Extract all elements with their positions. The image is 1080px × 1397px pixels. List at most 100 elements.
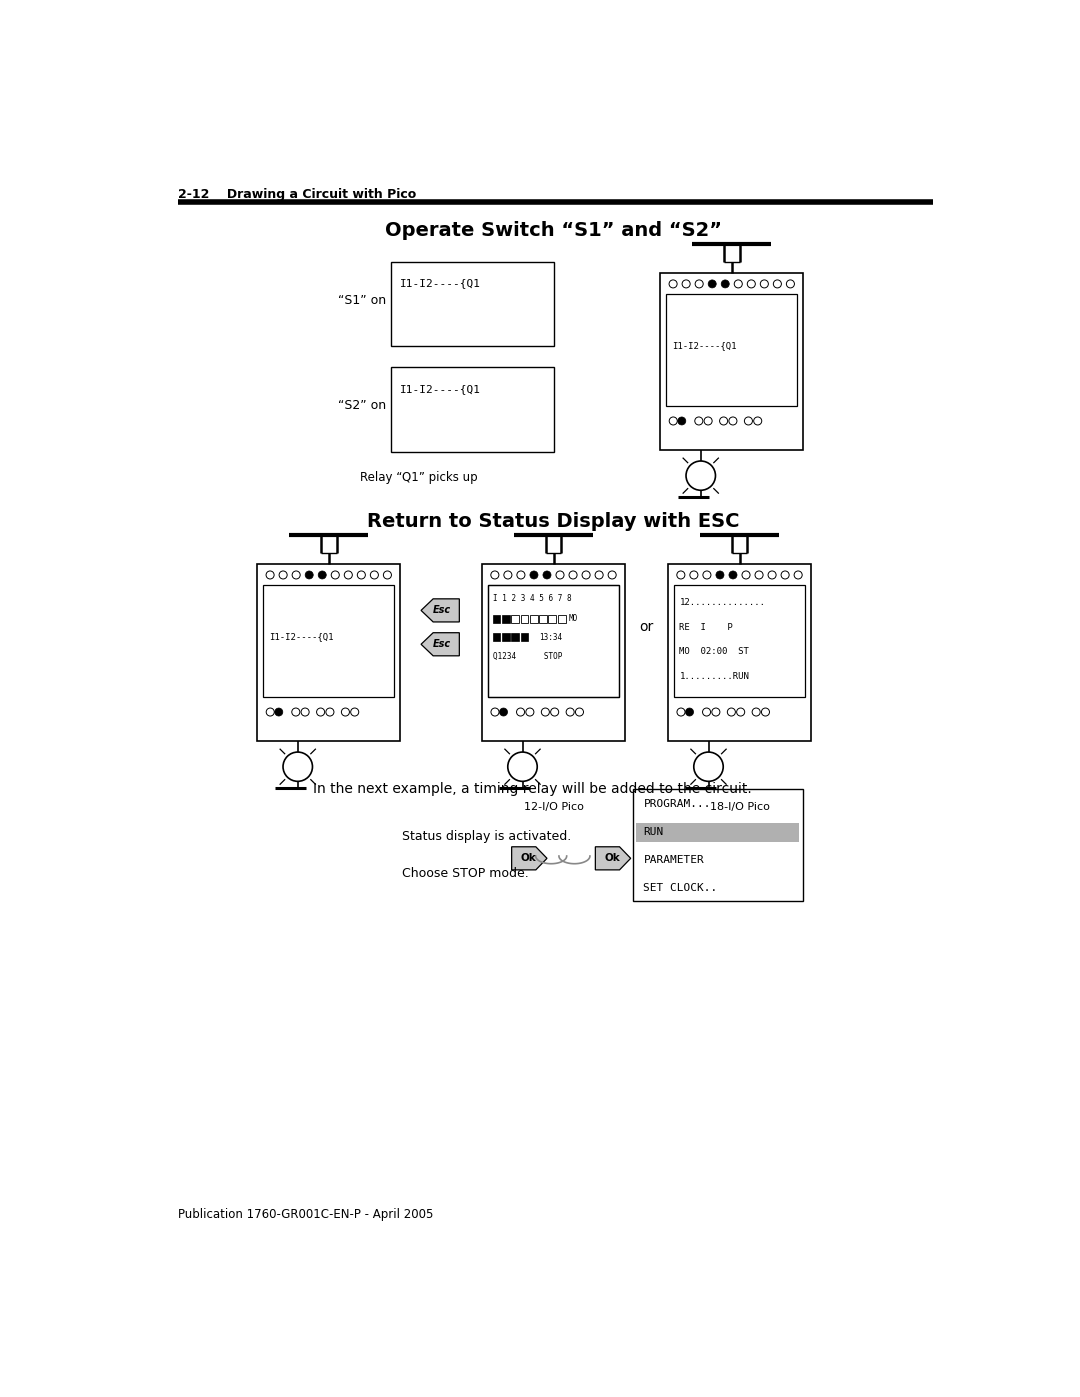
Circle shape xyxy=(786,279,795,288)
Polygon shape xyxy=(421,633,459,655)
Circle shape xyxy=(670,279,677,288)
Bar xyxy=(511,615,519,623)
Circle shape xyxy=(608,571,617,578)
Bar xyxy=(549,615,556,623)
Bar xyxy=(488,585,619,697)
Circle shape xyxy=(773,279,782,288)
Circle shape xyxy=(551,708,558,717)
Circle shape xyxy=(719,416,728,425)
Bar xyxy=(667,564,811,742)
Circle shape xyxy=(541,708,550,717)
Text: 13:34: 13:34 xyxy=(539,633,563,641)
Circle shape xyxy=(690,571,698,578)
Circle shape xyxy=(279,571,287,578)
Circle shape xyxy=(727,708,735,717)
Circle shape xyxy=(351,708,359,717)
Text: I1-I2----{Q1: I1-I2----{Q1 xyxy=(672,341,737,351)
Text: SET CLOCK..: SET CLOCK.. xyxy=(644,883,717,893)
Circle shape xyxy=(703,571,711,578)
Circle shape xyxy=(292,571,300,578)
Circle shape xyxy=(721,279,729,288)
Text: I1-I2----{Q1: I1-I2----{Q1 xyxy=(400,278,481,288)
Circle shape xyxy=(734,279,742,288)
Bar xyxy=(511,633,519,641)
Circle shape xyxy=(516,708,525,717)
Circle shape xyxy=(595,571,603,578)
Bar xyxy=(492,615,500,623)
Circle shape xyxy=(491,708,499,717)
Circle shape xyxy=(754,416,761,425)
Circle shape xyxy=(708,279,716,288)
Bar xyxy=(636,823,799,842)
Bar xyxy=(539,615,546,623)
Circle shape xyxy=(316,708,325,717)
Circle shape xyxy=(755,571,764,578)
Text: Esc: Esc xyxy=(433,605,451,616)
Text: PARAMETER: PARAMETER xyxy=(644,855,704,865)
Circle shape xyxy=(737,708,745,717)
Text: Ok: Ok xyxy=(521,854,537,863)
Bar xyxy=(257,564,401,742)
Circle shape xyxy=(266,708,274,717)
Text: “S2” on: “S2” on xyxy=(338,400,387,412)
Circle shape xyxy=(677,571,685,578)
Bar xyxy=(557,615,566,623)
Circle shape xyxy=(530,571,538,578)
Circle shape xyxy=(744,416,753,425)
Circle shape xyxy=(490,571,499,578)
Text: Status display is activated.: Status display is activated. xyxy=(403,830,571,844)
Circle shape xyxy=(357,571,365,578)
Circle shape xyxy=(332,571,339,578)
Circle shape xyxy=(716,571,724,578)
Polygon shape xyxy=(512,847,546,870)
Circle shape xyxy=(499,708,508,717)
Circle shape xyxy=(504,571,512,578)
Bar xyxy=(660,274,804,450)
Circle shape xyxy=(704,416,712,425)
Circle shape xyxy=(556,571,564,578)
Circle shape xyxy=(677,708,685,717)
Text: Return to Status Display with ESC: Return to Status Display with ESC xyxy=(367,511,740,531)
Circle shape xyxy=(383,571,391,578)
Circle shape xyxy=(508,752,537,781)
Bar xyxy=(502,615,510,623)
Bar xyxy=(521,633,528,641)
Bar xyxy=(492,633,500,641)
Text: Publication 1760-GR001C-EN-P - April 2005: Publication 1760-GR001C-EN-P - April 200… xyxy=(177,1207,433,1221)
Circle shape xyxy=(678,416,686,425)
Circle shape xyxy=(694,416,703,425)
Circle shape xyxy=(370,571,378,578)
Text: MO  02:00  ST: MO 02:00 ST xyxy=(679,647,750,657)
Polygon shape xyxy=(421,599,459,622)
Bar xyxy=(666,293,797,405)
Text: Relay “Q1” picks up: Relay “Q1” picks up xyxy=(360,471,477,483)
Text: 2-12    Drawing a Circuit with Pico: 2-12 Drawing a Circuit with Pico xyxy=(177,189,416,201)
Text: Operate Switch “S1” and “S2”: Operate Switch “S1” and “S2” xyxy=(384,221,723,240)
Circle shape xyxy=(760,279,768,288)
Bar xyxy=(264,585,394,697)
Circle shape xyxy=(729,416,737,425)
Circle shape xyxy=(686,461,715,490)
Circle shape xyxy=(702,708,711,717)
Text: “S1” on: “S1” on xyxy=(338,293,387,306)
Bar xyxy=(482,564,625,742)
Polygon shape xyxy=(595,847,631,870)
Circle shape xyxy=(283,752,312,781)
Text: 12-I/O Pico: 12-I/O Pico xyxy=(524,802,583,812)
Circle shape xyxy=(576,708,583,717)
Circle shape xyxy=(670,416,677,425)
Circle shape xyxy=(747,279,755,288)
Circle shape xyxy=(752,708,760,717)
Circle shape xyxy=(345,571,352,578)
Text: PROGRAM...: PROGRAM... xyxy=(644,799,711,809)
Bar xyxy=(391,367,554,451)
Circle shape xyxy=(326,708,334,717)
Circle shape xyxy=(781,571,789,578)
Circle shape xyxy=(306,571,313,578)
Text: Esc: Esc xyxy=(433,640,451,650)
Circle shape xyxy=(301,708,309,717)
Bar xyxy=(633,789,804,901)
Text: 1.........RUN: 1.........RUN xyxy=(679,672,750,682)
Circle shape xyxy=(566,708,575,717)
Circle shape xyxy=(341,708,350,717)
